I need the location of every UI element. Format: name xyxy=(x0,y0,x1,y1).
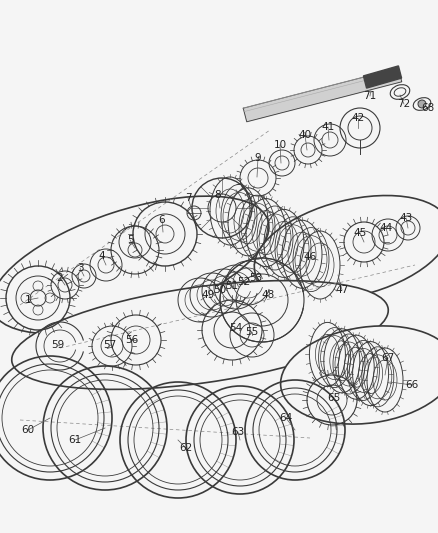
Text: 1: 1 xyxy=(25,295,31,305)
Text: 50: 50 xyxy=(213,285,226,295)
Text: 41: 41 xyxy=(321,122,335,132)
Ellipse shape xyxy=(281,326,438,424)
Text: 45: 45 xyxy=(353,228,367,238)
Text: 60: 60 xyxy=(21,425,35,435)
Text: 4: 4 xyxy=(99,251,105,261)
Text: 54: 54 xyxy=(230,323,243,333)
Circle shape xyxy=(418,100,426,108)
Text: 72: 72 xyxy=(397,99,411,109)
Polygon shape xyxy=(364,66,402,88)
Text: 51: 51 xyxy=(226,281,239,291)
Ellipse shape xyxy=(12,280,388,390)
Polygon shape xyxy=(243,68,402,122)
Text: 10: 10 xyxy=(273,140,286,150)
Text: 42: 42 xyxy=(351,113,364,123)
Text: 8: 8 xyxy=(215,190,221,200)
Text: 47: 47 xyxy=(336,285,349,295)
Text: 52: 52 xyxy=(237,277,251,287)
Text: 56: 56 xyxy=(125,335,138,345)
Text: 44: 44 xyxy=(379,223,392,233)
Text: 59: 59 xyxy=(51,340,65,350)
Text: 40: 40 xyxy=(298,130,311,140)
Text: 6: 6 xyxy=(159,215,165,225)
Text: 63: 63 xyxy=(231,427,245,437)
Text: 48: 48 xyxy=(261,290,275,300)
Text: 43: 43 xyxy=(399,213,413,223)
Text: 46: 46 xyxy=(304,252,317,262)
Text: 67: 67 xyxy=(381,353,395,363)
Text: 71: 71 xyxy=(364,91,377,101)
Text: 3: 3 xyxy=(77,263,83,273)
Text: 62: 62 xyxy=(180,443,193,453)
Text: 7: 7 xyxy=(185,193,191,203)
Text: 9: 9 xyxy=(254,153,261,163)
Ellipse shape xyxy=(254,196,438,301)
Text: 66: 66 xyxy=(406,380,419,390)
Text: 49: 49 xyxy=(201,290,215,300)
Ellipse shape xyxy=(0,196,269,334)
Text: 68: 68 xyxy=(421,103,434,113)
Text: 64: 64 xyxy=(279,413,293,423)
Text: 2: 2 xyxy=(57,273,64,283)
Text: 5: 5 xyxy=(127,235,133,245)
Text: 57: 57 xyxy=(103,340,117,350)
Text: 61: 61 xyxy=(68,435,81,445)
Text: 65: 65 xyxy=(327,393,341,403)
Text: 53: 53 xyxy=(249,273,263,283)
Text: 55: 55 xyxy=(245,327,258,337)
